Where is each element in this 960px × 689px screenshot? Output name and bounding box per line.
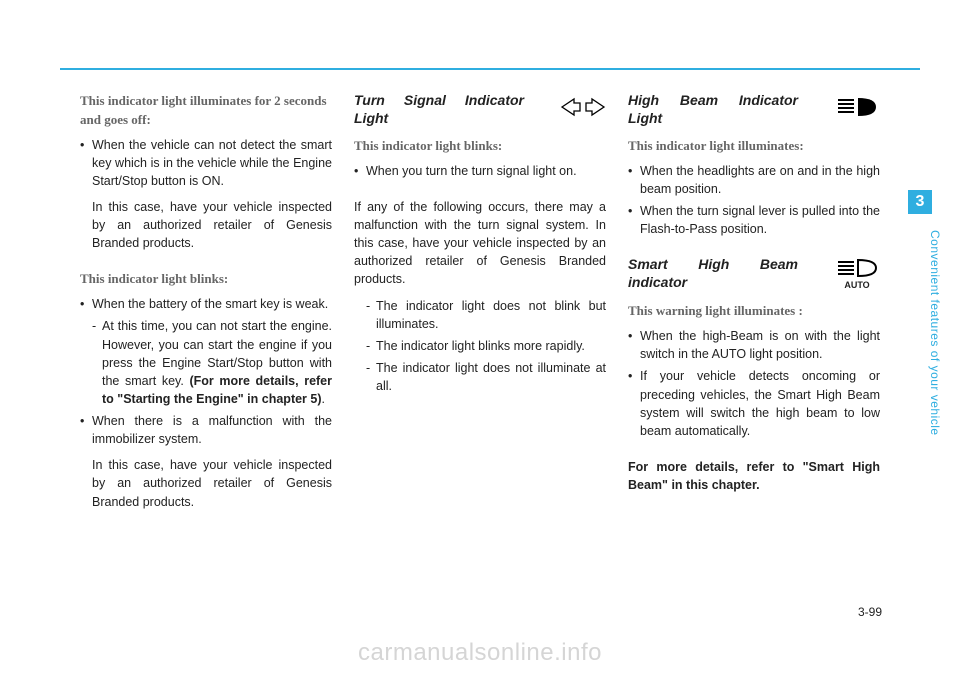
paragraph: If any of the following occurs, there ma… [354,198,606,289]
col3-heading-2: This warning light illuminates : [628,302,880,321]
bullet-text: When you turn the turn signal light on. [366,162,606,180]
col1-heading-1: This indicator light illuminates for 2 s… [80,92,332,130]
dash: - [92,317,102,408]
bullet-text: When the headlights are on and in the hi… [640,162,880,198]
sub-item: - The indicator light blinks more rapidl… [366,337,606,355]
text: In this case, have your vehicle inspecte… [92,200,332,250]
section-title: Smart High Beam indicator [628,256,798,291]
bullet-text: When the battery of the smart key is wea… [92,295,332,313]
footer-note: For more details, refer to "Smart High B… [628,458,880,494]
high-beam-icon [834,92,880,122]
section-title: Turn Signal Indicator Light [354,92,524,127]
chapter-tab: 3 [908,190,932,214]
bullet-item: • When the battery of the smart key is w… [80,295,332,313]
watermark: carmanualsonline.info [0,639,960,667]
bullet-dot: • [354,162,366,180]
bullet-item: • If your vehicle detects oncoming or pr… [628,367,880,440]
sub-text: The indicator light does not blink but i… [376,297,606,333]
bullet-dot: • [80,412,92,511]
bullet-dot: • [80,295,92,313]
bullet-item: • When there is a malfunction with the i… [80,412,332,511]
dash: - [366,337,376,355]
bullet-item: • When the turn signal lever is pulled i… [628,202,880,238]
sub-text: The indicator light does not illuminate … [376,359,606,395]
page-number: 3-99 [858,605,882,619]
text: In this case, have your vehicle inspecte… [92,458,332,508]
column-3: High Beam Indicator Light This indicator… [628,92,880,515]
bullet-dot: • [628,367,640,440]
sub-text: The indicator light blinks more rapidly. [376,337,606,355]
dash: - [366,297,376,333]
section-heading: Smart High Beam indicator AUTO [628,256,880,292]
icon-label: AUTO [844,279,869,292]
turn-signal-icon [560,92,606,122]
sub-item: - At this time, you can not start the en… [92,317,332,408]
sub-item: - The indicator light does not illuminat… [366,359,606,395]
col3-heading-1: This indicator light illuminates: [628,137,880,156]
bullet-text: When the turn signal lever is pulled int… [640,202,880,238]
bullet-text: When the high-Beam is on with the light … [640,327,880,363]
auto-high-beam-icon: AUTO [834,256,880,292]
bullet-dot: • [628,327,640,363]
chapter-title-vertical: Convenient features of your vehicle [918,230,942,436]
bullet-item: • When the vehicle can not detect the sm… [80,136,332,253]
bullet-item: • When the high-Beam is on with the ligh… [628,327,880,363]
bullet-dot: • [80,136,92,253]
column-2: Turn Signal Indicator Light This indicat… [354,92,606,515]
bullet-text: When the vehicle can not detect the smar… [92,136,332,253]
sub-text: At this time, you can not start the engi… [102,317,332,408]
section-heading: Turn Signal Indicator Light [354,92,606,127]
bullet-dot: • [628,162,640,198]
dash: - [366,359,376,395]
bullet-text: If your vehicle detects oncoming or prec… [640,367,880,440]
section-title: High Beam Indicator Light [628,92,798,127]
col1-heading-2: This indicator light blinks: [80,270,332,289]
bullet-dot: • [628,202,640,238]
top-rule [60,68,920,70]
col2-heading-1: This indicator light blinks: [354,137,606,156]
text: When there is a malfunction with the imm… [92,414,332,446]
text: When the vehicle can not detect the smar… [92,138,332,188]
sub-item: - The indicator light does not blink but… [366,297,606,333]
bullet-item: • When the headlights are on and in the … [628,162,880,198]
page-content: This indicator light illuminates for 2 s… [80,92,880,515]
bullet-item: • When you turn the turn signal light on… [354,162,606,180]
text: . [322,392,325,406]
section-heading: High Beam Indicator Light [628,92,880,127]
bullet-text: When there is a malfunction with the imm… [92,412,332,511]
column-1: This indicator light illuminates for 2 s… [80,92,332,515]
